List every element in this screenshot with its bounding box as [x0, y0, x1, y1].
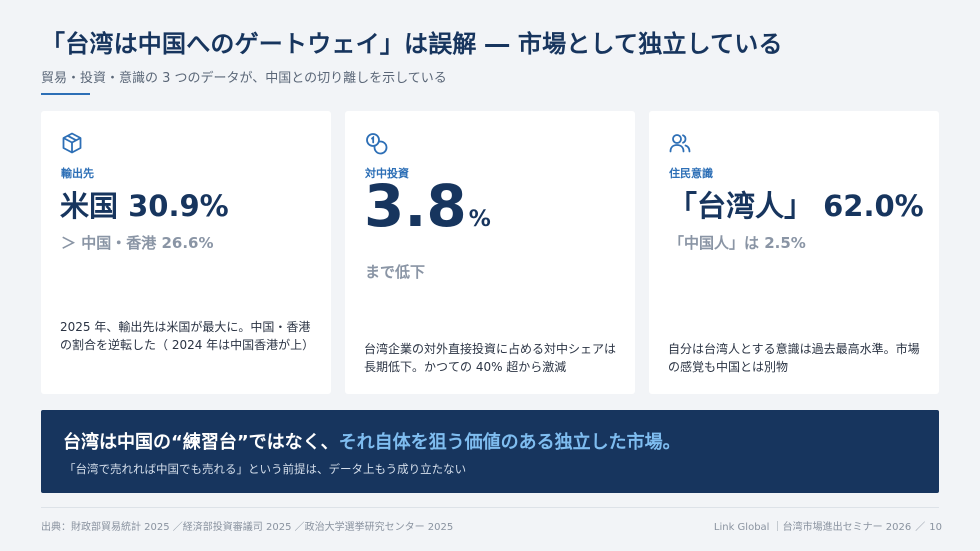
- banner-headline-prefix: 台湾は中国の“練習台”ではなく、: [63, 432, 339, 453]
- card-value-number: 3.8: [364, 172, 467, 240]
- card-description: 自分は台湾人とする意識は過去最高水準。市場の感覚も中国とは別物: [668, 342, 920, 374]
- card-value-unit: %: [468, 207, 491, 232]
- card-value: 「台湾人」 62.0%: [668, 189, 924, 223]
- banner-subtext: 「台湾で売れれば中国でも売れる」という前提は、データ上もう成り立たない: [64, 462, 467, 476]
- page-subtitle: 貿易・投資・意識の 3 つのデータが、中国との切り離しを示している: [41, 71, 447, 86]
- export-card: 輸出先 米国 30.9% ＞ 中国・香港 26.6% 2025 年、輸出先は米国…: [41, 111, 331, 394]
- users-icon: [668, 131, 692, 155]
- card-sub-value: まで低下: [365, 263, 426, 281]
- conclusion-banner: 台湾は中国の“練習台”ではなく、それ自体を狙う価値のある独立した市場。 「台湾で…: [41, 410, 939, 493]
- card-label: 対中投資: [365, 167, 409, 180]
- card-sub-value: ＞ 中国・香港 26.6%: [61, 234, 214, 252]
- card-label: 住民意識: [669, 167, 713, 180]
- card-description: 台湾企業の対外直接投資に占める対中シェアは長期低下。かつての 40% 超から激減: [364, 342, 617, 374]
- footer-source: 出典：財政部貿易統計 2025 ／経済部投資審議司 2025 ／政治大学選挙研究…: [41, 522, 454, 533]
- footer-divider: [41, 507, 939, 508]
- footer-page-separator: ／: [915, 522, 926, 533]
- card-description: 2025 年、輸出先は米国が最大に。中国・香港の割合を逆転した（ 2024 年は…: [60, 320, 315, 352]
- page-title: 「台湾は中国へのゲートウェイ」は誤解 ― 市場として独立している: [41, 30, 783, 58]
- banner-headline: 台湾は中国の“練習台”ではなく、それ自体を狙う価値のある独立した市場。: [63, 428, 681, 454]
- title-accent-line: [41, 93, 90, 95]
- footer-brand: Link Global ｜台湾市場進出セミナー 2026 ／ 10: [714, 518, 942, 533]
- card-value: 米国 30.9%: [60, 189, 229, 223]
- footer-brand-text: Link Global ｜台湾市場進出セミナー 2026: [713, 522, 912, 533]
- card-value: 3.8%: [364, 177, 491, 235]
- card-sub-value: 「中国人」は 2.5%: [669, 234, 806, 252]
- page-number: 10: [929, 522, 942, 533]
- box-icon: [60, 131, 84, 155]
- card-label: 輸出先: [61, 167, 94, 180]
- investment-card: 対中投資 3.8% まで低下 台湾企業の対外直接投資に占める対中シェアは長期低下…: [345, 111, 635, 394]
- coins-icon: [364, 131, 388, 155]
- identity-card: 住民意識 「台湾人」 62.0% 「中国人」は 2.5% 自分は台湾人とする意識…: [649, 111, 939, 394]
- banner-headline-highlight: それ自体を狙う価値のある独立した市場。: [338, 432, 681, 453]
